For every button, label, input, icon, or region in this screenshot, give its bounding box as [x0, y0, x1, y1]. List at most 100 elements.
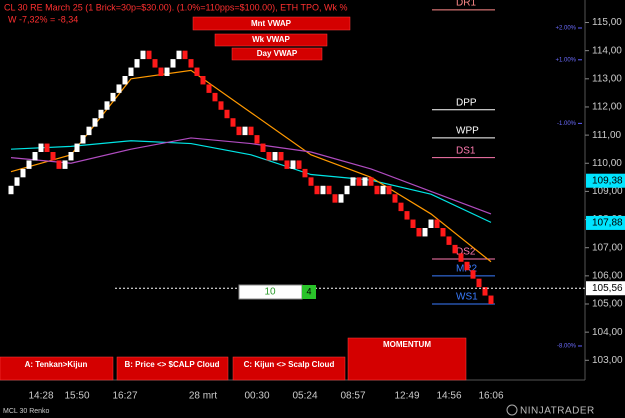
renko-brick: [452, 244, 458, 254]
y-tick-label: 109,00: [592, 186, 623, 197]
renko-brick: [446, 236, 452, 245]
level-label: DR1: [456, 0, 476, 8]
chart-subtitle: W -7,32% = -8,34: [8, 14, 78, 24]
renko-brick: [134, 59, 140, 68]
y-tick-label: 114,00: [592, 45, 622, 56]
renko-brick: [416, 228, 422, 237]
price-tag-label: 105,56: [592, 283, 623, 294]
renko-brick: [350, 177, 356, 186]
renko-brick: [218, 101, 224, 110]
y-tick-label: 105,00: [592, 299, 623, 310]
x-tick-label: 08:57: [340, 391, 365, 402]
renko-brick: [128, 67, 134, 76]
renko-brick: [8, 185, 14, 195]
button-label[interactable]: B: Price <> $CALP Cloud: [125, 360, 220, 369]
y2-tick-label: +1.00%: [555, 57, 576, 63]
renko-brick: [224, 109, 230, 119]
x-tick-label: 00:30: [244, 391, 269, 402]
renko-brick: [344, 185, 350, 195]
price-tag: [586, 281, 625, 296]
renko-brick: [284, 160, 290, 169]
renko-brick: [92, 118, 98, 127]
renko-brick: [104, 101, 110, 110]
renko-brick: [302, 168, 308, 178]
renko-brick: [482, 287, 488, 296]
renko-brick: [380, 185, 386, 195]
instrument-label: MCL 30 Renko: [3, 408, 50, 415]
renko-brick: [434, 219, 440, 228]
renko-brick: [170, 59, 176, 68]
button[interactable]: [116, 356, 229, 381]
renko-brick: [374, 185, 380, 195]
renko-brick: [26, 160, 32, 169]
level-label: WPP: [456, 126, 479, 137]
renko-brick: [176, 50, 182, 60]
level-label: DS1: [456, 145, 476, 156]
renko-brick: [308, 177, 314, 186]
renko-brick: [470, 270, 476, 279]
renko-brick: [314, 185, 320, 195]
y-tick-label: 113,00: [592, 73, 622, 84]
button[interactable]: [232, 356, 346, 381]
renko-brick: [290, 160, 296, 169]
y-tick-label: 103,00: [592, 355, 623, 366]
price-tag-label: 109,38: [592, 175, 623, 186]
renko-brick: [296, 160, 302, 169]
y2-tick-label: -1.00%: [557, 121, 577, 127]
renko-brick: [110, 92, 116, 102]
x-tick-label: 14:28: [28, 391, 53, 402]
step-value[interactable]: 4: [306, 286, 311, 296]
button-label[interactable]: A: Tenkan>Kijun: [25, 360, 88, 369]
y-tick-label: 112,00: [592, 102, 622, 113]
renko-brick: [32, 152, 38, 161]
renko-brick: [200, 76, 206, 85]
button-label[interactable]: Mnt VWAP: [251, 19, 292, 28]
y-tick-label: 104,00: [592, 327, 623, 338]
renko-brick: [332, 194, 338, 203]
renko-brick: [44, 143, 50, 152]
button-label[interactable]: MOMENTUM: [383, 340, 431, 349]
renko-brick: [80, 135, 86, 144]
renko-brick: [440, 228, 446, 237]
renko-brick: [68, 152, 74, 161]
renko-brick: [194, 67, 200, 76]
level-label: WS1: [456, 292, 478, 303]
x-tick-label: 05:24: [292, 391, 317, 402]
renko-brick: [254, 135, 260, 144]
y-tick-label: 115,00: [592, 17, 622, 28]
button[interactable]: [347, 337, 467, 381]
input-value[interactable]: 10: [264, 287, 276, 298]
renko-brick: [74, 143, 80, 152]
level-label: DS2: [456, 247, 476, 258]
renko-brick: [212, 92, 218, 102]
renko-brick: [386, 185, 392, 195]
renko-brick: [188, 59, 194, 68]
indicator-line: [10, 140, 492, 223]
renko-brick: [14, 177, 20, 186]
renko-brick: [248, 126, 254, 136]
renko-brick: [428, 219, 434, 228]
button[interactable]: [0, 356, 114, 381]
button-label[interactable]: Wk VWAP: [252, 35, 290, 44]
chart-title: CL 30 RE March 25 (1 Brick=30p=$30.00). …: [4, 2, 348, 12]
renko-brick: [62, 160, 68, 169]
button[interactable]: [192, 16, 351, 31]
x-tick-label: 15:50: [64, 391, 89, 402]
renko-brick: [38, 143, 44, 152]
button-label[interactable]: Day VWAP: [257, 49, 298, 58]
price-tag-label: 107,88: [592, 218, 623, 229]
button[interactable]: [231, 47, 323, 61]
renko-brick: [320, 185, 326, 195]
y2-tick-label: +2.00%: [555, 26, 576, 32]
renko-brick: [56, 160, 62, 169]
y2-tick-label: -8.00%: [557, 344, 577, 350]
step-button[interactable]: [302, 285, 316, 299]
renko-brick: [410, 219, 416, 228]
button-label[interactable]: C: Kijun <> Scalp Cloud: [244, 360, 335, 369]
renko-brick: [464, 261, 470, 271]
renko-brick: [392, 194, 398, 203]
button[interactable]: [214, 33, 328, 47]
logo-icon: [506, 404, 518, 416]
renko-brick: [182, 50, 188, 60]
